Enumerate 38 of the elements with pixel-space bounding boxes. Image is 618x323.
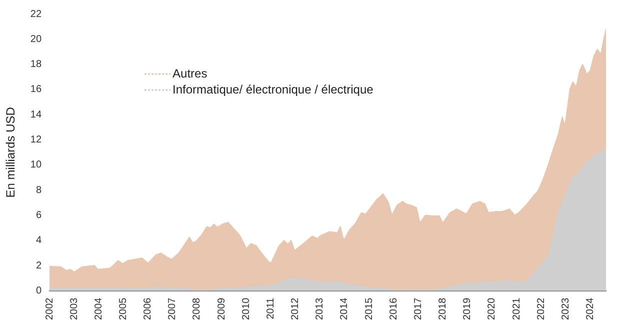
y-tick-label: 4: [36, 235, 42, 246]
x-tick-label: 2010: [240, 297, 252, 320]
y-tick-label: 10: [30, 160, 42, 171]
x-tick-label: 2004: [93, 297, 104, 320]
x-tick-label: 2022: [536, 297, 547, 320]
y-tick-label: 18: [30, 59, 42, 70]
legend-label: Informatique/ électronique / électrique: [172, 82, 374, 96]
x-tick-label: 2014: [339, 297, 350, 320]
y-tick-label: 20: [30, 34, 42, 45]
x-tick-label: 2015: [364, 297, 375, 320]
x-tick-label: 2007: [167, 297, 178, 320]
x-tick-label: 2008: [192, 297, 203, 320]
x-tick-label: 2009: [216, 297, 228, 320]
x-tick-label: 2016: [388, 297, 400, 320]
x-tick-label: 2003: [68, 297, 80, 320]
y-tick-label: 16: [30, 84, 42, 96]
y-tick-label: 8: [36, 184, 42, 196]
x-tick-label: 2002: [44, 297, 56, 320]
x-tick-label: 2024: [585, 297, 596, 320]
x-tick-label: 2020: [486, 297, 498, 320]
x-tick-label: 2019: [462, 297, 474, 320]
x-tick-label: 2006: [142, 297, 154, 320]
x-tick-label: 2005: [118, 297, 130, 320]
x-tick-label: 2021: [511, 297, 522, 320]
x-tick-label: 2023: [560, 297, 572, 320]
y-tick-label: 0: [36, 286, 42, 297]
x-tick-label: 2018: [438, 297, 449, 320]
y-tick-label: 2: [36, 260, 42, 272]
x-tick-label: 2012: [290, 297, 302, 320]
x-tick-label: 2017: [412, 297, 424, 320]
x-tick-label: 2011: [265, 297, 276, 320]
y-tick-label: 12: [30, 134, 42, 146]
legend-label: Autres: [172, 66, 208, 80]
y-tick-label: 14: [30, 109, 42, 120]
y-axis-title: En milliards USD: [4, 106, 18, 198]
x-tick-label: 2013: [314, 297, 326, 320]
y-tick-label: 22: [30, 8, 42, 20]
y-tick-label: 6: [36, 210, 42, 222]
